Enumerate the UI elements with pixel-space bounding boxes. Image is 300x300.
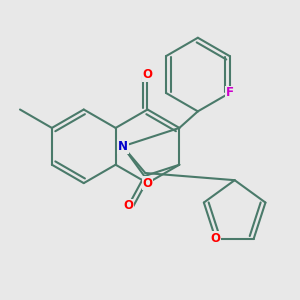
Text: N: N (118, 140, 128, 153)
Text: O: O (142, 68, 152, 81)
Text: O: O (211, 232, 220, 245)
Text: O: O (123, 200, 133, 212)
Text: F: F (226, 86, 234, 100)
Text: O: O (142, 177, 152, 190)
